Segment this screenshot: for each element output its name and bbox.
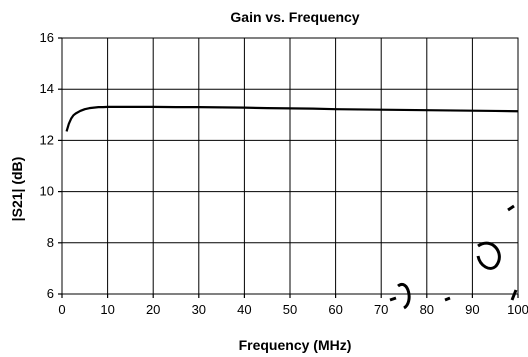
x-tick-label: 80 [420,302,434,317]
y-tick-label: 14 [40,81,54,96]
series-line [65,105,519,132]
x-tick-label: 20 [146,302,160,317]
x-axis-label: Frequency (MHz) [239,337,352,353]
y-tick-label: 12 [40,132,54,147]
x-tick-label: 30 [192,302,206,317]
x-tick-label: 40 [237,302,251,317]
x-tick-label: 10 [100,302,114,317]
y-tick-label: 8 [47,235,54,250]
watermark-strokes [389,204,518,310]
grid-layer [58,37,519,298]
plot-frame [61,37,519,295]
series-layer [65,105,519,132]
x-tick-label: 90 [465,302,479,317]
y-axis-label: |S21| (dB) [9,157,25,222]
x-tick-label: 50 [283,302,297,317]
x-tick-label: 70 [374,302,388,317]
x-tick-label: 60 [328,302,342,317]
x-tick-label: 0 [58,302,65,317]
chart-title: Gain vs. Frequency [230,9,359,25]
y-tick-label: 6 [47,286,54,301]
tick-label-layer: 0 10 20 30 40 50 60 70 80 90 100 6 8 10 12 14 16 [40,30,528,317]
y-tick-label: 16 [40,30,54,45]
x-tick-label: 100 [507,302,528,317]
y-tick-label: 10 [40,184,54,199]
